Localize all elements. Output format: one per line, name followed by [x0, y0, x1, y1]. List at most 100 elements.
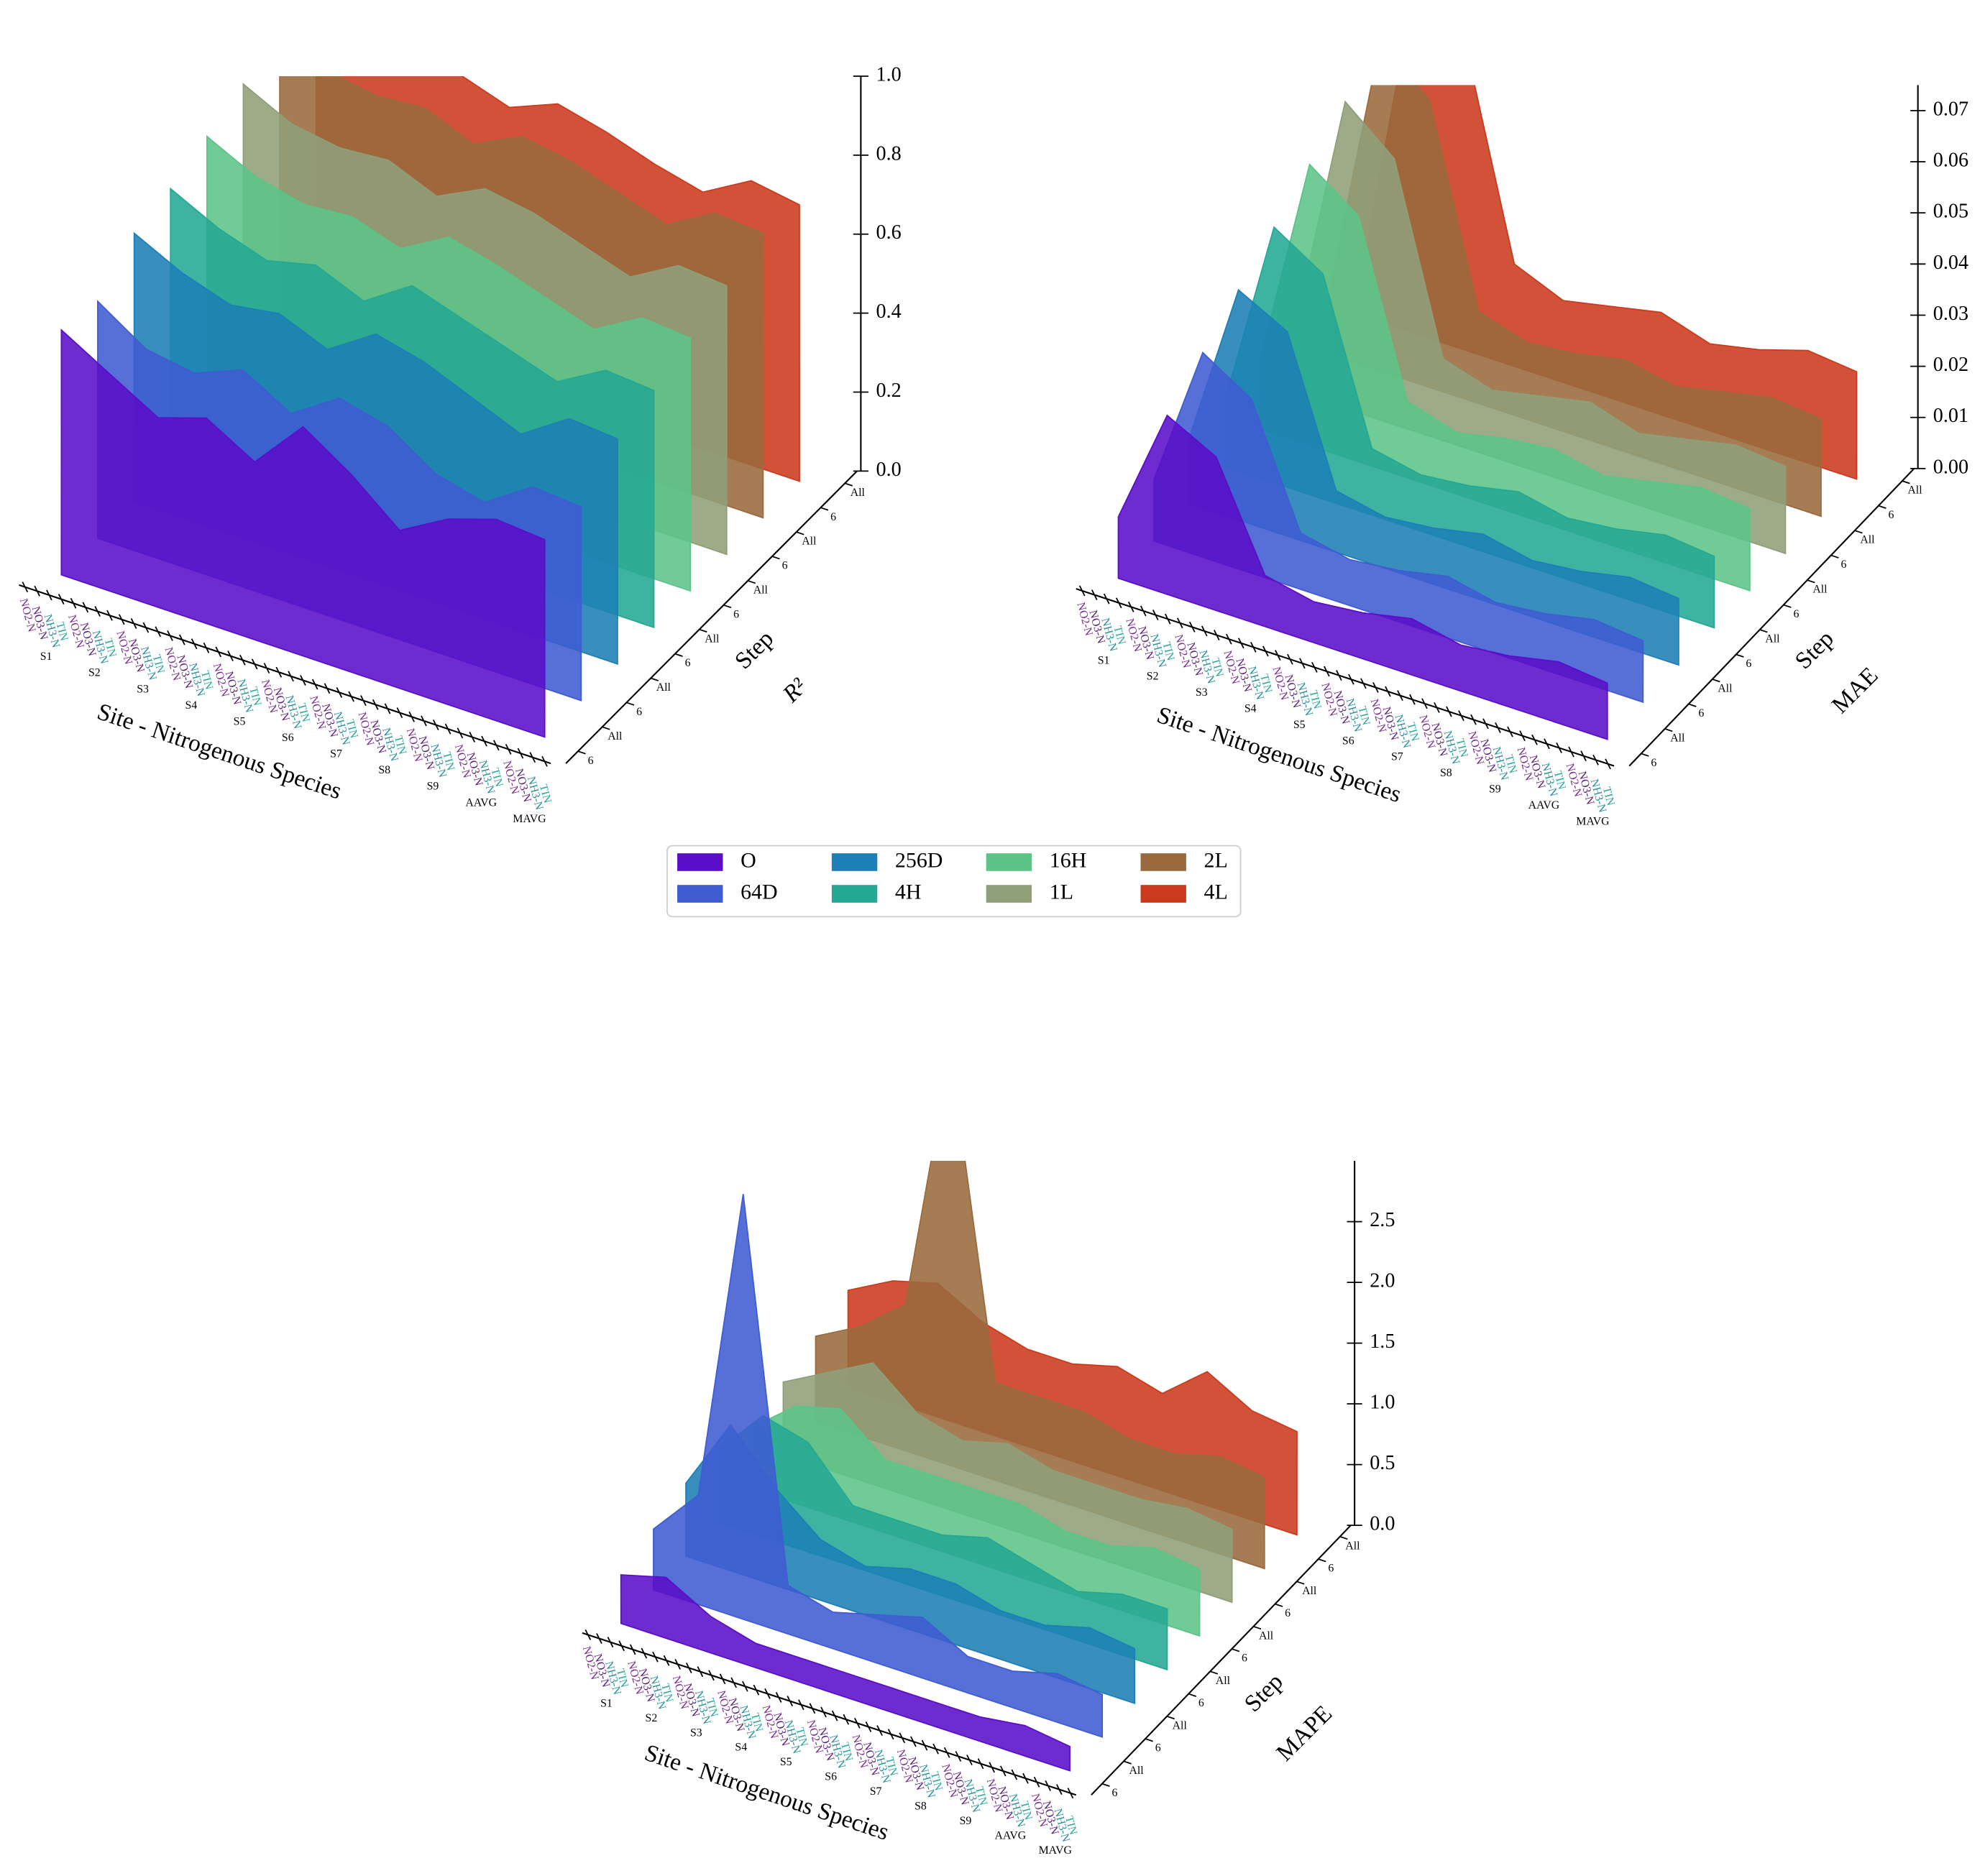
step-tick	[723, 604, 732, 609]
x-tick	[469, 732, 476, 742]
step-tick-label: 6	[782, 560, 788, 572]
x-tick	[955, 1751, 962, 1762]
x-tick	[372, 699, 379, 710]
x-tick	[179, 634, 185, 645]
legend-label: 4L	[1204, 880, 1228, 903]
step-tick-label: 6	[1746, 658, 1751, 670]
x-tick-label: TIN	[247, 686, 263, 707]
chart: NO2-NNO3-NNH3-NTINS1NO2-NNO3-NNH3-NTINS2…	[17, 63, 902, 825]
site-label: S3	[1196, 686, 1208, 699]
x-tick-label: TIN	[1063, 1815, 1079, 1836]
x-tick	[1519, 730, 1526, 742]
x-tick	[1348, 673, 1354, 685]
step-tick	[1664, 728, 1673, 732]
legend-swatch	[831, 853, 878, 871]
site-label: MAVG	[513, 813, 546, 825]
x-tick	[1556, 742, 1562, 753]
step-tick-label: 6	[1698, 707, 1704, 719]
x-tick	[1544, 738, 1550, 750]
site-label: S2	[88, 667, 101, 679]
surface	[1224, 226, 1715, 629]
x-tick	[764, 1688, 771, 1699]
site-label: S7	[330, 748, 342, 760]
site-label: S8	[378, 764, 390, 776]
x-tick	[775, 1692, 782, 1703]
z-tick-label: 0.05	[1933, 201, 1968, 223]
surface	[782, 1362, 1233, 1604]
step-tick-label: 6	[685, 657, 691, 669]
x-tick	[408, 711, 415, 722]
x-tick	[288, 671, 294, 682]
z-axis-title: MAE	[1827, 662, 1884, 719]
x-tick-label: TIN	[198, 669, 215, 691]
z-tick-label: 0.6	[876, 221, 902, 244]
x-tick-label: TIN	[659, 1682, 675, 1703]
step-tick-label: 6	[1651, 757, 1656, 769]
surfaces	[1117, 85, 1858, 740]
x-tick-label: TIN	[1355, 705, 1372, 727]
x-tick	[541, 755, 548, 767]
z-tick-label: 0.04	[1933, 252, 1968, 274]
z-tick-label: 0.06	[1933, 150, 1968, 172]
x-tick	[854, 1717, 861, 1729]
step-tick	[1210, 1670, 1219, 1675]
step-tick-label: 6	[588, 755, 594, 767]
x-tick	[1238, 638, 1244, 649]
x-tick	[741, 1680, 748, 1692]
step-tick-label: All	[1860, 534, 1875, 546]
legend-swatch	[986, 885, 1032, 903]
x-tick	[798, 1699, 804, 1711]
x-tick	[831, 1710, 838, 1721]
x-tick	[1311, 661, 1318, 673]
step-tick-label: 6	[1155, 1742, 1161, 1755]
x-tick	[1045, 1780, 1052, 1791]
x-tick	[1409, 694, 1416, 705]
step-tick	[1783, 604, 1792, 608]
x-tick	[118, 614, 125, 625]
legend-label: 2L	[1204, 848, 1228, 872]
x-tick	[708, 1670, 715, 1681]
site-label: S1	[1098, 654, 1110, 666]
x-tick-label: TIN	[1503, 753, 1519, 775]
site-label: S1	[40, 650, 52, 663]
surface	[1153, 351, 1644, 704]
site-label: MAVG	[1039, 1844, 1072, 1857]
x-tick	[596, 1633, 602, 1644]
legend-label: 1L	[1050, 880, 1073, 903]
surface	[1367, 85, 1858, 480]
step-tick	[771, 556, 780, 560]
site-label: MAVG	[1576, 815, 1609, 827]
step-tick	[1712, 679, 1720, 683]
step-tick	[1807, 579, 1815, 584]
x-tick	[1188, 621, 1196, 633]
step-tick-label: All	[1345, 1540, 1360, 1552]
step-tick	[1275, 1603, 1283, 1607]
x-tick-label: TIN	[614, 1668, 631, 1689]
step-tick	[1123, 1760, 1132, 1765]
legend-swatch	[677, 885, 723, 903]
x-tick	[652, 1651, 659, 1663]
x-tick	[932, 1743, 939, 1755]
step-tick-label: All	[1302, 1585, 1317, 1597]
x-tick	[203, 642, 210, 653]
legend-swatch	[831, 885, 878, 903]
x-tick-label: TIN	[53, 621, 70, 643]
x-tick	[1275, 650, 1281, 661]
x-tick-label: TIN	[295, 702, 311, 724]
site-label: S1	[600, 1697, 613, 1709]
z-tick-label: 0.02	[1933, 354, 1968, 376]
site-label: S5	[234, 715, 246, 727]
step-tick-label: 6	[733, 608, 739, 620]
step-axis-title: Step	[730, 625, 779, 674]
x-tick-label: TIN	[102, 637, 119, 658]
x-tick-label: TIN	[928, 1770, 945, 1792]
surface	[653, 1194, 1104, 1738]
x-tick-label: TIN	[1454, 737, 1470, 759]
x-tick	[70, 597, 77, 609]
x-tick	[921, 1739, 928, 1751]
legend-label: O	[741, 848, 756, 872]
x-tick	[910, 1736, 917, 1747]
step-tick	[1736, 653, 1744, 658]
